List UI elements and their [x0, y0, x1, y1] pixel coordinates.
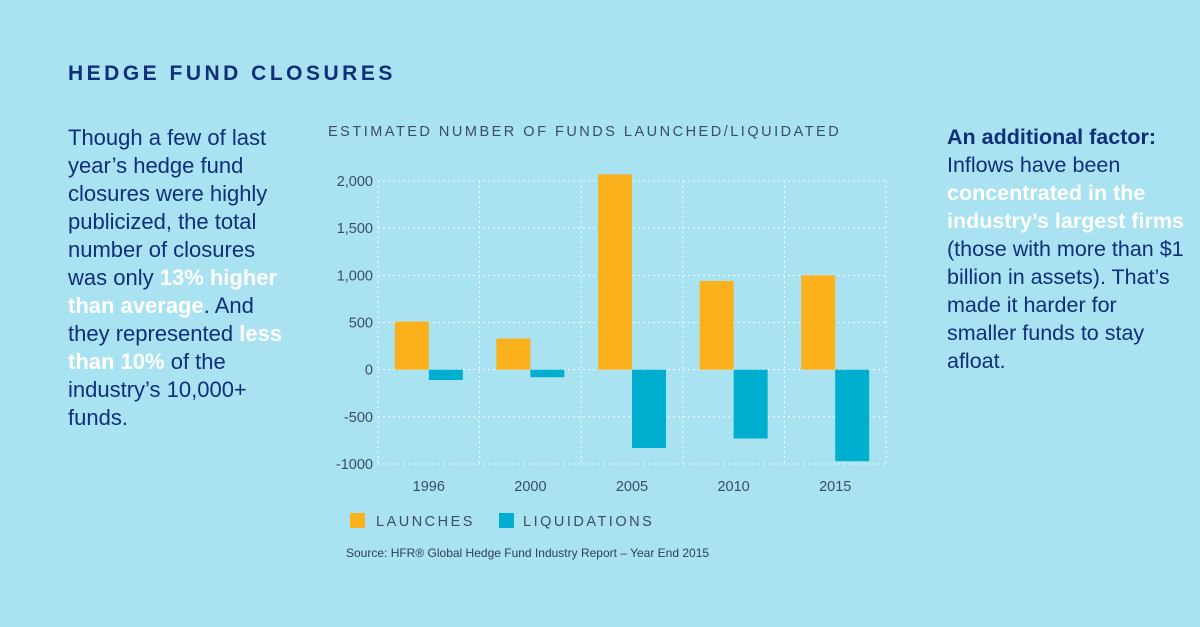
liquidations-bar [428, 369, 463, 381]
launches-bar [598, 174, 632, 370]
page-title: HEDGE FUND CLOSURES [68, 62, 396, 85]
liquidations-bar [530, 369, 565, 378]
liquidations-bar [835, 369, 870, 462]
y-tick-label: 1,500 [337, 221, 373, 237]
source-note: Source: HFR® Global Hedge Fund Industry … [346, 546, 710, 560]
intro-paragraph: Though a few of last year’s hedge fund c… [68, 124, 298, 432]
intro-text-1: Though a few of last year’s hedge fund c… [68, 125, 268, 290]
intro-highlight-1: 13% higher than average [68, 265, 278, 318]
sidebar-note: An additional factor: Inflows have been … [947, 124, 1187, 375]
legend-swatch-launches [350, 513, 365, 528]
x-tick-label: 2000 [514, 479, 546, 495]
intro-highlight-2: less than 10% [68, 321, 283, 374]
legend-swatch-liquidations [499, 513, 514, 528]
legend-label-liquidations: LIQUIDATIONS [523, 514, 654, 530]
sidebar-body: Inflows have been concentrated in the in… [947, 151, 1187, 375]
x-tick-label: 1996 [413, 479, 445, 495]
sidebar-highlight: concentrated in the industry’s largest f… [947, 181, 1184, 233]
y-tick-label: 2,000 [337, 174, 373, 190]
launches-bar [801, 275, 836, 370]
legend-label-launches: LAUNCHES [376, 514, 475, 530]
chart-title: ESTIMATED NUMBER OF FUNDS LAUNCHED/LIQUI… [328, 124, 842, 140]
intro-text-3: of the industry’s 10,000+ funds. [68, 349, 247, 430]
launches-bar [699, 280, 734, 370]
x-tick-label: 2010 [717, 479, 749, 495]
y-tick-label: 500 [349, 316, 373, 332]
launches-bar [496, 338, 531, 370]
liquidations-bar [632, 369, 666, 448]
y-tick-label: -1000 [336, 457, 373, 473]
sidebar-text-2: (those with more than $1 billion in asse… [947, 237, 1184, 373]
sidebar-heading: An additional factor: [947, 125, 1157, 149]
liquidations-bar [733, 369, 768, 439]
x-tick-label: 2005 [616, 479, 648, 495]
launches-bar [394, 321, 429, 370]
intro-text-2: . And they represented [68, 293, 254, 346]
sidebar-text-1: Inflows have been [947, 153, 1121, 177]
y-tick-label: 1,000 [337, 268, 373, 284]
y-tick-label: -500 [344, 410, 373, 426]
y-tick-label: 0 [365, 363, 373, 379]
x-tick-label: 2015 [819, 479, 851, 495]
